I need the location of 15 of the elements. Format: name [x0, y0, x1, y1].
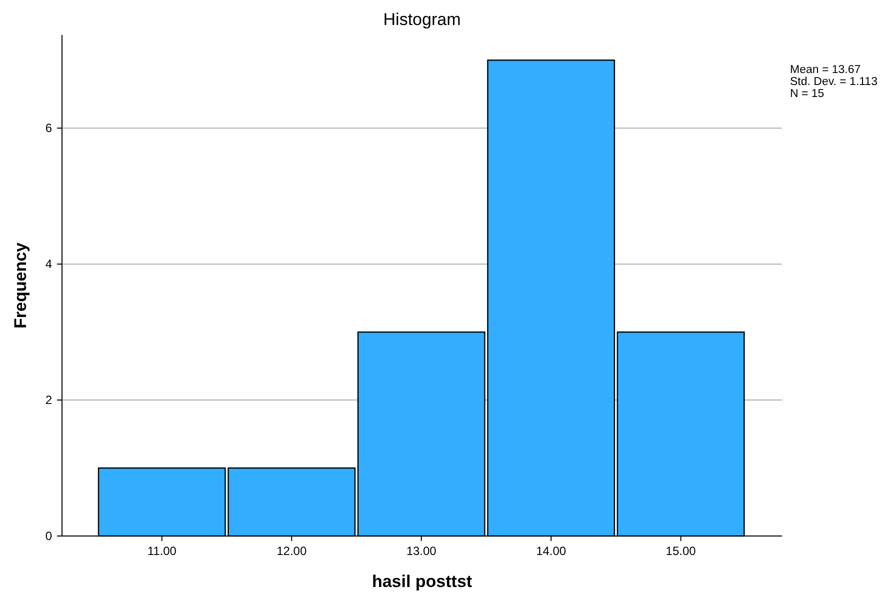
x-tick-label: 12.00 — [276, 544, 307, 558]
x-tick-label: 14.00 — [536, 544, 566, 558]
x-tick-label: 11.00 — [147, 544, 177, 558]
y-tick-label: 6 — [45, 121, 52, 136]
chart-title: Histogram — [383, 10, 461, 29]
text: Std. Dev. = 1.113 — [790, 76, 878, 88]
text: Mean = 13.67 — [790, 64, 861, 76]
x-tick-label: 13.00 — [406, 544, 437, 558]
y-axis-title: Frequency — [11, 242, 30, 328]
y-tick-label: 2 — [45, 393, 52, 408]
text: N = 15 — [790, 88, 824, 100]
y-tick-label: 0 — [45, 529, 52, 543]
y-tick-label: 4 — [45, 257, 52, 272]
x-tick-label: 15.00 — [666, 544, 696, 558]
x-axis-title: hasil posttst — [372, 572, 472, 591]
